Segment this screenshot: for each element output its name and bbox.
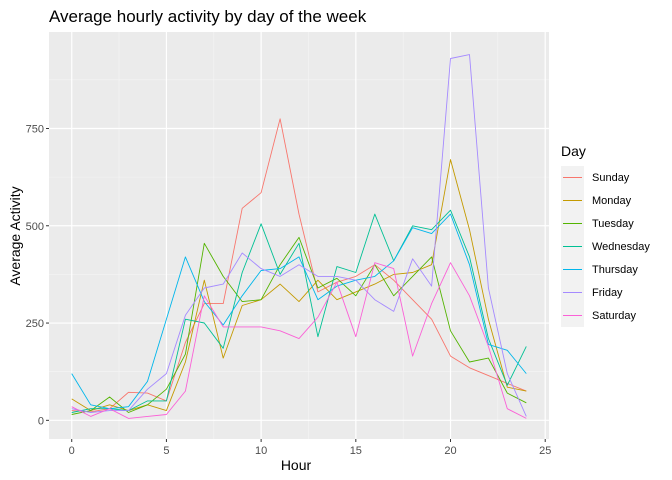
x-axis: 0 5 10 15 20 25 (69, 439, 551, 457)
legend-label-thursday: Thursday (592, 264, 638, 276)
legend-label-friday: Friday (592, 287, 623, 299)
series-lines (71, 54, 527, 419)
x-tick-label: 0 (69, 445, 75, 457)
legend-items: Sunday Monday Tuesday Wednesday Thursday Frid… (561, 166, 650, 327)
legend-label-sunday: Sunday (592, 172, 630, 184)
series-line-friday (71, 54, 527, 417)
y-axis: 0 250 500 750 (26, 123, 49, 427)
grid-major (49, 32, 549, 439)
y-tick-label: 250 (26, 318, 44, 330)
y-tick-label: 500 (26, 221, 44, 233)
x-axis-title: Hour (281, 457, 312, 473)
legend-label-wednesday: Wednesday (592, 241, 650, 253)
series-line-sunday (71, 118, 527, 413)
legend-title: Day (561, 143, 586, 159)
legend-label-saturday: Saturday (592, 310, 637, 322)
series-line-wednesday (71, 209, 527, 413)
y-tick-label: 0 (38, 415, 44, 427)
chart-title: Average hourly activity by day of the we… (49, 7, 367, 26)
series-line-saturday (71, 262, 527, 419)
x-tick-label: 25 (539, 445, 551, 457)
plot-panel (49, 32, 549, 439)
series-line-tuesday (71, 236, 527, 415)
x-tick-label: 10 (255, 445, 267, 457)
y-tick-label: 750 (26, 123, 44, 135)
y-axis-title: Average Activity (7, 186, 23, 285)
x-tick-label: 20 (444, 445, 456, 457)
x-tick-label: 15 (350, 445, 362, 457)
legend: Day Sunday Monday Tuesday Wednesday Thursday… (561, 143, 650, 327)
series-line-thursday (71, 213, 527, 410)
x-tick-label: 5 (163, 445, 169, 457)
legend-label-monday: Monday (592, 195, 632, 207)
legend-label-tuesday: Tuesday (592, 218, 634, 230)
grid-minor (49, 32, 549, 439)
